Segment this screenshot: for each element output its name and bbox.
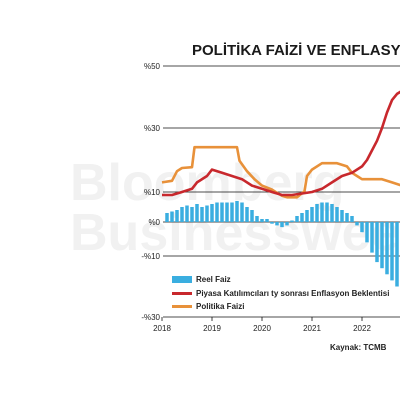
bar xyxy=(225,202,229,222)
bar xyxy=(285,222,289,226)
bar xyxy=(310,207,314,222)
bar xyxy=(230,202,234,222)
series-line xyxy=(162,90,400,197)
bar xyxy=(265,219,269,222)
watermark-line-2: Businessweek xyxy=(70,204,400,262)
bar xyxy=(240,202,244,222)
bar xyxy=(320,202,324,222)
bar xyxy=(390,222,394,281)
legend-label: Piyasa Katılımcıları ty sonrası Enflasyo… xyxy=(196,289,389,298)
y-axis-tick-labels: %50 %30 %10 %0 -%10 -%30 xyxy=(141,62,160,322)
bar xyxy=(250,210,254,222)
bar xyxy=(210,204,214,222)
bar xyxy=(275,222,279,226)
bar xyxy=(205,205,209,222)
chart-title: POLİTİKA FAİZİ VE ENFLASYON xyxy=(192,42,400,59)
bar xyxy=(360,222,364,233)
x-tick-label: 2018 xyxy=(153,324,171,333)
bar xyxy=(330,204,334,222)
bar xyxy=(190,207,194,222)
bar xyxy=(270,222,274,224)
bar xyxy=(375,222,379,263)
bar xyxy=(260,219,264,222)
bar xyxy=(370,222,374,253)
y-tick-label: %30 xyxy=(144,124,161,133)
bar xyxy=(305,210,309,222)
bar xyxy=(345,213,349,222)
bar xyxy=(395,222,399,287)
x-axis-tick-labels: 2018 2019 2020 2021 2022 xyxy=(153,317,371,333)
x-tick-label: 2022 xyxy=(353,324,371,333)
legend-swatch xyxy=(172,276,192,283)
bar xyxy=(355,222,359,226)
legend: Reel Faiz Piyasa Katılımcıları ty sonrası… xyxy=(172,275,389,311)
bar xyxy=(350,216,354,222)
legend-label: Reel Faiz xyxy=(196,275,231,284)
bar xyxy=(245,207,249,222)
bar xyxy=(215,202,219,222)
bar xyxy=(280,222,284,228)
bar xyxy=(185,205,189,222)
bar xyxy=(365,222,369,243)
bar xyxy=(200,207,204,222)
source-label: Kaynak: TCMB xyxy=(330,343,387,352)
watermark: Bloomberg Businessweek xyxy=(70,154,400,262)
bar xyxy=(335,207,339,222)
bar xyxy=(165,213,169,222)
y-tick-label: %0 xyxy=(148,218,160,227)
watermark-line-1: Bloomberg xyxy=(70,154,344,212)
y-tick-label: -%30 xyxy=(141,313,160,322)
bar xyxy=(235,201,239,222)
bar xyxy=(220,202,224,222)
bar xyxy=(295,216,299,222)
bar xyxy=(170,211,174,222)
bar xyxy=(340,210,344,222)
bar xyxy=(195,204,199,222)
x-tick-label: 2021 xyxy=(303,324,321,333)
line-series xyxy=(161,90,400,199)
bar xyxy=(380,222,384,269)
legend-label: Politika Faizi xyxy=(196,302,244,311)
bar xyxy=(300,213,304,222)
bar xyxy=(385,222,389,275)
bar xyxy=(290,220,294,222)
x-tick-label: 2020 xyxy=(253,324,271,333)
y-tick-label: %50 xyxy=(144,62,161,71)
bar xyxy=(325,202,329,222)
x-tick-label: 2019 xyxy=(203,324,221,333)
series-line xyxy=(161,145,400,199)
bar xyxy=(175,210,179,222)
bar xyxy=(255,216,259,222)
y-tick-label: %10 xyxy=(144,188,161,197)
y-tick-label: -%10 xyxy=(141,252,160,261)
bar-series xyxy=(165,201,399,287)
bar xyxy=(180,207,184,222)
bar xyxy=(315,204,319,222)
